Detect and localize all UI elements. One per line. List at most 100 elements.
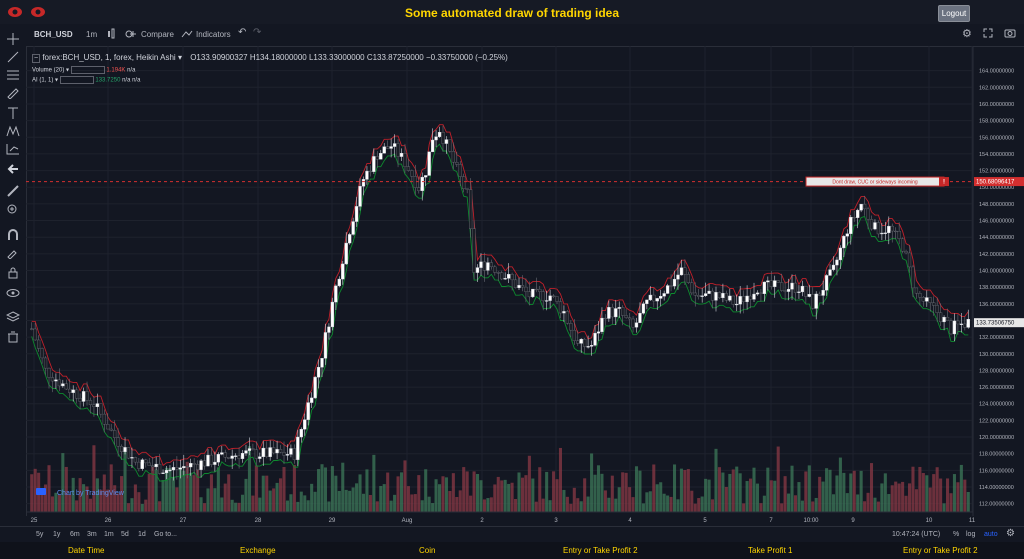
stay-drawing-icon[interactable]	[6, 246, 20, 260]
percent-scale-button[interactable]: %	[953, 531, 960, 538]
range-3m-button[interactable]: 3m	[87, 531, 97, 538]
volume-bar	[762, 495, 766, 512]
candle	[880, 232, 884, 235]
volume-bar	[185, 461, 189, 512]
series-title[interactable]: forex:BCH_USD, 1, forex, Heikin Ashi	[42, 53, 176, 62]
volume-bar	[95, 478, 99, 512]
camera-icon[interactable]	[1004, 28, 1016, 40]
volume-bar	[883, 473, 887, 512]
brush-icon[interactable]	[6, 86, 20, 100]
auto-scale-button[interactable]: auto	[984, 531, 998, 538]
prediction-tool-icon[interactable]	[6, 142, 20, 155]
candle	[396, 143, 400, 157]
candle	[524, 286, 528, 292]
ruler-icon[interactable]	[6, 184, 20, 197]
footer-column-1[interactable]: Date Time	[68, 546, 105, 555]
volume-bar	[697, 498, 701, 512]
candle	[731, 295, 735, 305]
volume-bar	[811, 501, 815, 512]
candle	[676, 274, 680, 280]
volume-bar	[714, 448, 718, 512]
crosshair-icon[interactable]	[6, 32, 20, 45]
footer-column-4[interactable]: Entry or Take Profit 2	[563, 546, 638, 555]
candle	[272, 447, 276, 454]
trend-line-icon[interactable]	[6, 50, 20, 63]
candle	[648, 294, 652, 301]
indicators-icon[interactable]	[181, 29, 193, 41]
series-menu-chevron-icon[interactable]: ▾	[177, 53, 182, 62]
volume-bar	[773, 480, 777, 512]
bull-logo-icon[interactable]	[7, 4, 23, 18]
candle	[310, 397, 314, 403]
utc-time-display[interactable]: 10:47:24 (UTC)	[892, 531, 941, 538]
volume-bar	[92, 445, 96, 512]
range-1y-button[interactable]: 1y	[53, 531, 61, 538]
candle	[703, 293, 708, 297]
candle	[949, 320, 953, 335]
candle	[251, 448, 255, 450]
range-1d-button[interactable]: 1d	[138, 531, 146, 538]
back-arrow-icon[interactable]	[6, 162, 20, 174]
eye-icon[interactable]	[6, 286, 20, 298]
interval-selector[interactable]: 1m	[86, 30, 98, 39]
candle	[921, 297, 925, 302]
footer-column-3[interactable]: Coin	[419, 546, 436, 555]
volume-bar	[133, 484, 137, 512]
candle	[690, 282, 694, 294]
footer-column-5[interactable]: Take Profit 1	[748, 546, 793, 555]
scale-settings-gear-icon[interactable]: ⚙	[1006, 528, 1015, 539]
fib-tool-icon[interactable]	[6, 68, 20, 80]
text-tool-icon[interactable]	[6, 106, 20, 119]
volume-menu-chevron-icon[interactable]: ▾	[66, 67, 70, 74]
candle	[130, 457, 134, 459]
fullscreen-icon[interactable]	[983, 28, 993, 40]
log-scale-button[interactable]: log	[966, 531, 976, 538]
price-axis-label: 114.00000000	[979, 485, 1014, 491]
settings-gear-icon[interactable]: ⚙	[962, 28, 972, 40]
footer-column-6[interactable]: Entry or Take Profit 2	[903, 546, 978, 555]
volume-bar	[175, 487, 179, 512]
ai-label[interactable]: AI (1, 1)	[32, 77, 54, 84]
pattern-tool-icon[interactable]	[6, 124, 20, 137]
candle	[655, 298, 659, 302]
range-1m-button[interactable]: 1m	[104, 531, 114, 538]
tradingview-watermark[interactable]: Chart by TradingView	[36, 488, 125, 497]
zoom-in-icon[interactable]	[6, 202, 20, 214]
price-axis-label: 144.00000000	[979, 235, 1014, 241]
logout-button[interactable]: Logout	[938, 5, 970, 22]
volume-bar	[531, 478, 535, 512]
volume-controls[interactable]	[70, 66, 105, 74]
time-axis-label: 29	[329, 518, 336, 524]
lock-icon[interactable]	[6, 266, 20, 279]
ai-menu-chevron-icon[interactable]: ▾	[55, 77, 59, 84]
compare-button[interactable]: Compare	[141, 30, 174, 39]
price-chart[interactable]: Dont draw, CUC or sideways incoming ! 16…	[26, 46, 1024, 531]
trash-icon[interactable]	[6, 330, 20, 343]
compare-icon[interactable]	[124, 28, 138, 42]
candle	[755, 292, 760, 295]
annotation-marker[interactable]	[939, 177, 949, 187]
candle	[811, 294, 815, 309]
volume-label[interactable]: Volume (20)	[32, 67, 65, 74]
volume-bar	[486, 498, 490, 512]
symbol-search[interactable]: BCH_USD	[34, 30, 73, 39]
ai-controls[interactable]	[59, 76, 94, 84]
redo-icon[interactable]: ↷	[253, 27, 262, 38]
chart-type-icon[interactable]	[106, 28, 116, 42]
tradingview-icon	[36, 488, 46, 495]
candle	[171, 467, 176, 471]
price-axis-label: 162.00000000	[979, 85, 1014, 91]
indicators-button[interactable]: Indicators	[196, 30, 231, 39]
volume-bar	[171, 476, 175, 512]
goto-button[interactable]: Go to...	[154, 531, 177, 538]
magnet-icon[interactable]	[6, 228, 20, 240]
footer-column-2[interactable]: Exchange	[240, 546, 276, 555]
collapse-legend-icon[interactable]: −	[32, 54, 41, 63]
layers-icon[interactable]	[5, 310, 21, 322]
chart-canvas[interactable]: Dont draw, CUC or sideways incoming ! 16…	[26, 46, 1024, 526]
range-5d-button[interactable]: 5d	[121, 531, 129, 538]
range-5y-button[interactable]: 5y	[36, 531, 44, 538]
undo-icon[interactable]: ↶	[238, 27, 247, 38]
range-6m-button[interactable]: 6m	[70, 531, 80, 538]
bear-logo-icon[interactable]	[30, 4, 46, 18]
